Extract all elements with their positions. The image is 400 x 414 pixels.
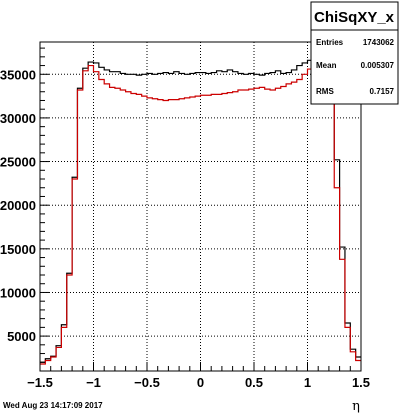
x-tick-label: −0.5 (134, 375, 160, 390)
x-tick-label: −1.5 (27, 375, 53, 390)
stats-value-entries: 1743062 (363, 38, 395, 47)
stats-title: ChiSqXY_x (314, 9, 395, 26)
x-tick-label: 0 (197, 375, 204, 390)
x-tick-label: −1 (86, 375, 101, 390)
stats-box: ChiSqXY_x Entries 1743062 Mean 0.005307 … (310, 1, 399, 105)
y-tick-label: 15000 (0, 242, 36, 257)
axis-ticks (39, 47, 362, 372)
stats-label-mean: Mean (316, 61, 337, 70)
timestamp: Wed Aug 23 14:17:09 2017 (3, 401, 103, 410)
stats-box-frame (310, 1, 399, 105)
histogram-series-2 (40, 57, 361, 365)
y-tick-label: 5000 (7, 329, 36, 344)
series-group (40, 53, 361, 365)
x-tick-label: 0.5 (245, 375, 263, 390)
x-tick-label: 1 (304, 375, 311, 390)
histogram-series-1 (40, 53, 361, 363)
x-axis-title: η (352, 399, 360, 414)
x-tick-label: 1.5 (352, 375, 370, 390)
stats-label-rms: RMS (316, 87, 334, 96)
y-tick-label: 30000 (0, 111, 36, 126)
y-tick-label: 20000 (0, 198, 36, 213)
tick-labels: −1.5 −1 −0.5 0 0.5 1 1.5 5000 10000 15000 20000 250… (0, 67, 370, 390)
stats-value-mean: 0.005307 (361, 61, 395, 70)
y-tick-label: 25000 (0, 155, 36, 170)
stats-value-rms: 0.7157 (370, 87, 395, 96)
y-tick-label: 10000 (0, 285, 36, 300)
stats-label-entries: Entries (316, 38, 344, 47)
grid (40, 42, 361, 371)
y-tick-label: 35000 (0, 67, 36, 82)
